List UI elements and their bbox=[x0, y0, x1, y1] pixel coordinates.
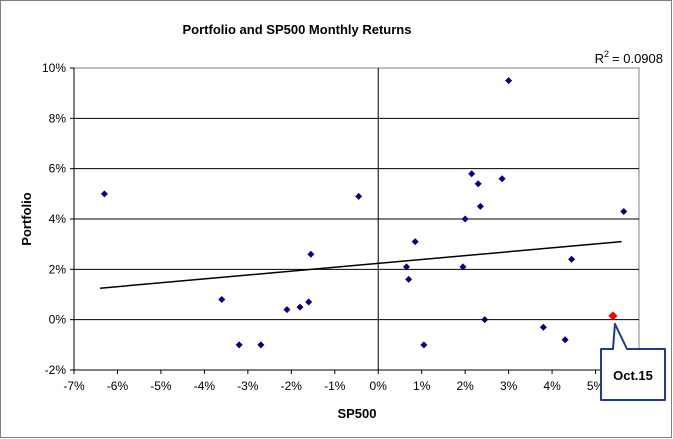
data-point bbox=[283, 306, 291, 314]
data-point bbox=[411, 238, 419, 246]
data-point bbox=[420, 341, 428, 349]
data-point bbox=[459, 263, 467, 271]
x-tick-label: -1% bbox=[324, 379, 346, 393]
y-tick-label: 10% bbox=[42, 61, 66, 75]
data-point bbox=[307, 250, 315, 258]
data-point bbox=[100, 190, 108, 198]
data-point bbox=[620, 207, 628, 215]
y-tick-label: 6% bbox=[49, 162, 67, 176]
data-point bbox=[355, 192, 363, 200]
data-point bbox=[568, 255, 576, 263]
r-squared-label: R2 = 0.0908 bbox=[595, 49, 663, 66]
y-tick-label: -2% bbox=[45, 363, 67, 377]
data-point bbox=[218, 296, 226, 304]
x-tick-label: 0% bbox=[370, 379, 388, 393]
axes bbox=[70, 67, 639, 374]
data-point bbox=[461, 215, 469, 223]
y-axis-title: Portfolio bbox=[19, 192, 34, 245]
x-tick-label: 4% bbox=[543, 379, 561, 393]
data-points bbox=[100, 77, 628, 349]
y-tick-labels: -2% 0% 2% 4% 6% 8% 10% bbox=[42, 61, 66, 377]
data-point bbox=[405, 275, 413, 283]
trendline-group bbox=[100, 240, 622, 289]
x-tick-label: 3% bbox=[500, 379, 518, 393]
x-tick-label: 2% bbox=[456, 379, 474, 393]
y-tick-label: 4% bbox=[49, 212, 67, 226]
x-tick-label: -5% bbox=[150, 379, 172, 393]
x-tick-label: -4% bbox=[194, 379, 216, 393]
data-point bbox=[305, 298, 313, 306]
y-tick-label: 2% bbox=[49, 262, 67, 276]
trendline bbox=[100, 240, 622, 289]
x-tick-label: 1% bbox=[413, 379, 431, 393]
data-point bbox=[468, 170, 476, 178]
data-point bbox=[505, 77, 513, 85]
data-point bbox=[539, 323, 547, 331]
x-tick-labels: -7% -6% -5% -4% -3% -2% -1% 0% 1% 2% 3% 4% 5% bbox=[63, 379, 604, 393]
y-tick-label: 0% bbox=[49, 313, 67, 327]
data-point bbox=[481, 316, 489, 324]
x-tick-label: -3% bbox=[237, 379, 259, 393]
x-axis-title: SP500 bbox=[337, 406, 376, 421]
x-tick-label: -6% bbox=[107, 379, 129, 393]
data-point bbox=[498, 175, 506, 183]
data-point bbox=[474, 180, 482, 188]
highlight-group: Oct.15 bbox=[600, 311, 666, 401]
data-point bbox=[296, 303, 304, 311]
chart-title: Portfolio and SP500 Monthly Returns bbox=[183, 22, 412, 37]
y-tick-label: 8% bbox=[49, 111, 67, 125]
data-point bbox=[561, 336, 569, 344]
data-point bbox=[235, 341, 243, 349]
gridlines bbox=[74, 117, 639, 321]
x-tick-label: -2% bbox=[281, 379, 303, 393]
data-point bbox=[476, 202, 484, 210]
data-point bbox=[257, 341, 265, 349]
callout-box bbox=[600, 322, 666, 401]
x-tick-label: -7% bbox=[63, 379, 85, 393]
callout-label: Oct.15 bbox=[613, 368, 653, 383]
data-point bbox=[402, 263, 410, 271]
highlight-point bbox=[608, 311, 618, 321]
